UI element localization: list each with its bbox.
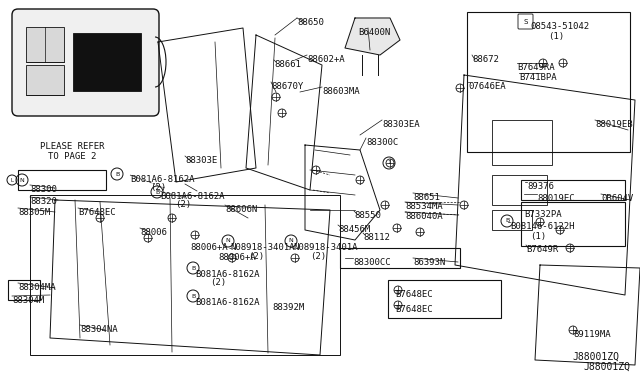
Bar (18, 170, 106, 190)
Text: B7648EC: B7648EC (395, 290, 433, 299)
Bar (492, 175, 547, 205)
Text: 88550: 88550 (354, 211, 381, 220)
Text: (1): (1) (548, 32, 564, 41)
Text: 88304NA: 88304NA (80, 325, 118, 334)
Text: B7648EC: B7648EC (78, 208, 116, 217)
Text: J88001ZQ: J88001ZQ (583, 362, 630, 372)
Text: 88006+A: 88006+A (218, 253, 255, 262)
Text: 88006: 88006 (140, 228, 167, 237)
FancyBboxPatch shape (518, 14, 533, 29)
Text: N: N (289, 238, 293, 244)
Text: B7332PA: B7332PA (524, 210, 562, 219)
Text: 88606N: 88606N (225, 205, 257, 214)
Text: 89376: 89376 (527, 182, 554, 191)
Text: 88651: 88651 (413, 193, 440, 202)
Text: L: L (10, 177, 13, 183)
Text: 88661: 88661 (274, 60, 301, 69)
Text: B081A6-8162A: B081A6-8162A (195, 298, 259, 307)
Bar (521, 202, 625, 246)
Bar (26, 65, 64, 95)
Text: B7648EC: B7648EC (395, 305, 433, 314)
Text: PLEASE REFER: PLEASE REFER (40, 142, 104, 151)
Text: B: B (191, 294, 195, 298)
Text: 88534MA: 88534MA (405, 202, 443, 211)
Text: TO PAGE 2: TO PAGE 2 (48, 152, 96, 161)
Text: 88006+A: 88006+A (190, 243, 228, 252)
Text: N08918-3401A: N08918-3401A (230, 243, 294, 252)
Text: B081A6-8162A: B081A6-8162A (130, 175, 195, 184)
Text: B08146-6122H: B08146-6122H (510, 222, 575, 231)
Text: 88305M: 88305M (18, 208, 51, 217)
Text: 86393N: 86393N (413, 258, 445, 267)
Text: 88019EB: 88019EB (595, 120, 632, 129)
Text: 88112: 88112 (363, 233, 390, 242)
Text: B081A6-8162A: B081A6-8162A (160, 192, 225, 201)
Text: B7649R: B7649R (526, 245, 558, 254)
Text: 88304M: 88304M (12, 296, 44, 305)
Text: (2): (2) (210, 278, 226, 287)
Text: (2): (2) (150, 183, 166, 192)
Bar (521, 180, 625, 200)
Bar (492, 210, 532, 230)
Text: B6400N: B6400N (358, 28, 390, 37)
FancyBboxPatch shape (12, 9, 159, 116)
Text: 88300CC: 88300CC (353, 258, 390, 267)
Text: 88304MA: 88304MA (18, 283, 56, 292)
Bar (26, 27, 64, 62)
Text: (2): (2) (310, 252, 326, 261)
Text: (2): (2) (175, 200, 191, 209)
Bar (73, 33, 141, 91)
Bar (388, 280, 501, 318)
Text: 88603MA: 88603MA (322, 87, 360, 96)
Text: 88670Y: 88670Y (271, 82, 303, 91)
Text: 08543-51042: 08543-51042 (530, 22, 589, 31)
Text: (2): (2) (248, 252, 264, 261)
Text: (1): (1) (530, 232, 546, 241)
Text: 88650: 88650 (297, 18, 324, 27)
Text: 88456M: 88456M (338, 225, 371, 234)
Text: J88001ZQ: J88001ZQ (572, 352, 619, 362)
Bar (8, 280, 40, 300)
Text: B741BPA: B741BPA (519, 73, 557, 82)
Text: B: B (115, 171, 119, 176)
Polygon shape (345, 18, 400, 55)
Text: 88303E: 88303E (185, 156, 217, 165)
Text: 88303EA: 88303EA (382, 120, 420, 129)
Text: S: S (524, 19, 528, 25)
Text: 88672: 88672 (472, 55, 499, 64)
Text: 88300: 88300 (30, 185, 57, 194)
Text: B: B (155, 189, 159, 195)
Bar (340, 248, 460, 268)
Text: 88320: 88320 (30, 197, 57, 206)
Text: B: B (191, 266, 195, 270)
Text: 07646EA: 07646EA (468, 82, 506, 91)
Text: 89119MA: 89119MA (573, 330, 611, 339)
Text: B: B (505, 218, 509, 224)
Text: 0B604V: 0B604V (601, 194, 633, 203)
Text: 1: 1 (387, 160, 391, 166)
Text: N: N (226, 238, 230, 244)
Text: 88602+A: 88602+A (307, 55, 344, 64)
Bar (467, 12, 630, 152)
Text: N: N (20, 177, 24, 183)
Bar (492, 120, 552, 165)
Text: B081A6-8162A: B081A6-8162A (195, 270, 259, 279)
Text: 88300C: 88300C (366, 138, 398, 147)
Text: 88392M: 88392M (272, 303, 304, 312)
Text: B7649RA: B7649RA (517, 63, 555, 72)
Text: 88019EC: 88019EC (537, 194, 575, 203)
Text: 886040A: 886040A (405, 212, 443, 221)
Text: N08918-3401A: N08918-3401A (293, 243, 358, 252)
Bar (30, 195, 340, 355)
